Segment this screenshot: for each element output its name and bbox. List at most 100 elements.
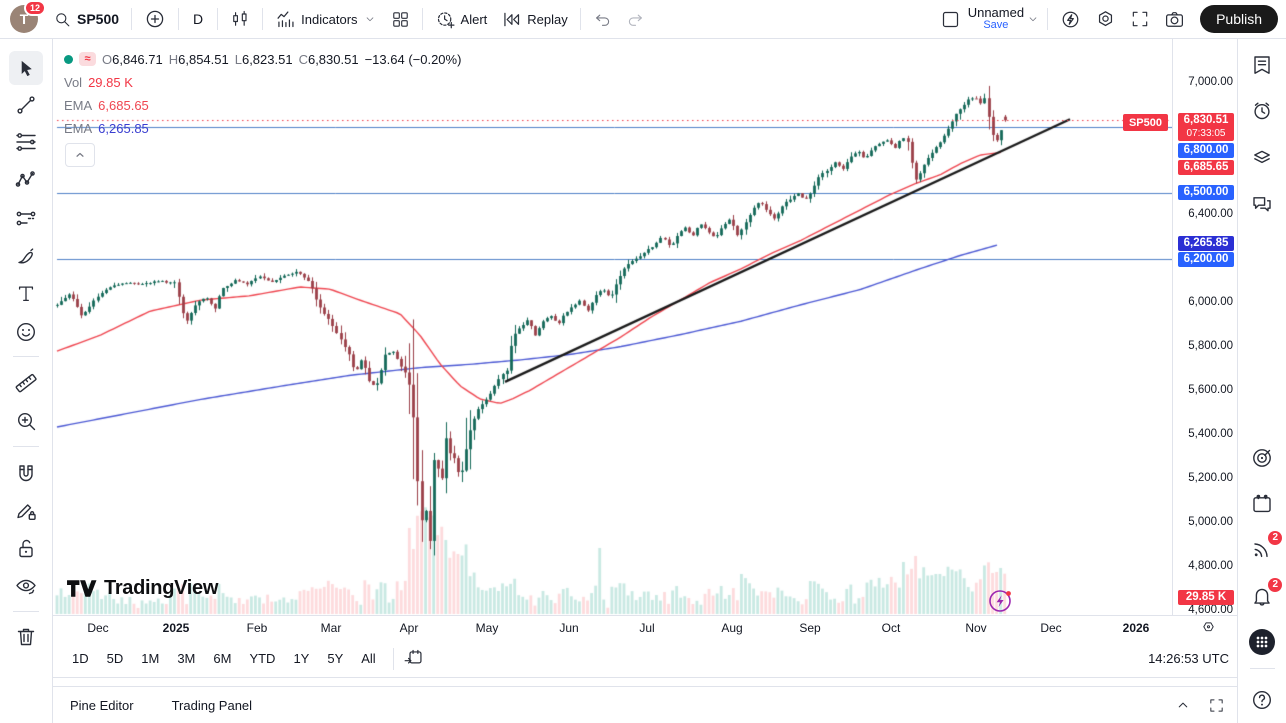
range-button-all[interactable]: All bbox=[361, 651, 376, 666]
level-6800-label[interactable]: 6,800.00 bbox=[1178, 143, 1234, 158]
tool-drawing-mode[interactable] bbox=[9, 494, 43, 528]
legend-volume-row[interactable]: Vol 29.85 K bbox=[64, 73, 461, 91]
tool-xabcd-pattern[interactable] bbox=[9, 163, 43, 197]
tool-trash[interactable] bbox=[9, 620, 43, 654]
redo-button[interactable] bbox=[619, 6, 652, 33]
snapshot-button[interactable] bbox=[1157, 5, 1192, 34]
quick-search-button[interactable] bbox=[1053, 5, 1088, 34]
sidebar-object-tree-button[interactable] bbox=[1248, 143, 1276, 171]
price-chart-canvas[interactable] bbox=[52, 39, 1172, 615]
layout-name-button[interactable]: Unnamed Save bbox=[968, 6, 1024, 32]
chat-icon bbox=[1250, 192, 1274, 216]
layout-menu-chevron[interactable] bbox=[1024, 8, 1042, 30]
sidebar-notifications-bell-button[interactable]: 2 bbox=[1248, 578, 1282, 610]
symbol-search-button[interactable]: SP500 bbox=[46, 6, 126, 33]
sidebar-chat-button[interactable] bbox=[1248, 190, 1276, 218]
alert-button[interactable]: Alert bbox=[428, 5, 495, 34]
indicator-templates-button[interactable] bbox=[384, 6, 417, 33]
chart-settings-button[interactable] bbox=[1088, 5, 1123, 34]
toolbar-divider bbox=[579, 8, 581, 30]
tool-fib-retracement[interactable] bbox=[9, 125, 43, 159]
alert-clock-icon bbox=[435, 9, 456, 30]
open-value: 6,846.71 bbox=[112, 51, 163, 67]
low-value: 6,823.51 bbox=[241, 51, 293, 67]
ema-fast-label[interactable]: 6,685.65 bbox=[1178, 160, 1234, 175]
time-label: Dec bbox=[1040, 621, 1062, 635]
ema-slow-label[interactable]: 6,265.85 bbox=[1178, 236, 1234, 251]
level-6200-label[interactable]: 6,200.00 bbox=[1178, 252, 1234, 267]
tool-projection[interactable] bbox=[9, 202, 43, 236]
chevron-down-icon bbox=[363, 12, 377, 26]
tool-text[interactable] bbox=[9, 277, 43, 311]
range-button-ytd[interactable]: YTD bbox=[249, 651, 276, 666]
go-to-date-icon[interactable] bbox=[403, 648, 424, 669]
undo-button[interactable] bbox=[586, 6, 619, 33]
tool-trend-line[interactable] bbox=[9, 88, 43, 122]
interval-button[interactable]: D bbox=[193, 11, 204, 27]
fullscreen-button[interactable] bbox=[1123, 5, 1157, 33]
symbol-axis-tag[interactable]: SP500 bbox=[1122, 114, 1168, 131]
toolbar-divider bbox=[131, 8, 133, 30]
replay-icon bbox=[501, 9, 522, 30]
clock-utc[interactable]: 14:26:53 UTC bbox=[1148, 651, 1229, 666]
range-button-5d[interactable]: 5D bbox=[106, 651, 124, 666]
instant-actions-bolt-icon[interactable] bbox=[987, 587, 1015, 615]
notifications-bell-icon bbox=[1250, 584, 1274, 608]
sidebar-apps-grid-button[interactable] bbox=[1248, 628, 1276, 656]
tool-hide-drawings[interactable] bbox=[9, 569, 43, 603]
compare-add-button[interactable] bbox=[137, 4, 173, 34]
tool-ruler[interactable] bbox=[9, 366, 43, 400]
sidebar-alerts-clock-button[interactable] bbox=[1248, 97, 1276, 125]
legend-ema-slow-row[interactable]: EMA 6,265.85 bbox=[64, 119, 461, 137]
chart-style-button[interactable] bbox=[223, 5, 257, 33]
alerts-clock-icon bbox=[1250, 99, 1274, 123]
publish-button[interactable]: Publish bbox=[1200, 5, 1278, 33]
save-link[interactable]: Save bbox=[983, 19, 1009, 31]
sidebar-economic-calendar-button[interactable] bbox=[1248, 490, 1276, 518]
approximation-icon: ≈ bbox=[79, 52, 96, 66]
indicators-button[interactable]: Indicators bbox=[268, 5, 383, 34]
range-button-1m[interactable]: 1M bbox=[141, 651, 160, 666]
tool-zoom-in[interactable] bbox=[9, 404, 43, 438]
last-price-label[interactable]: 6,830.51 07:33:05 bbox=[1178, 113, 1234, 141]
sidebar-help-button[interactable] bbox=[1248, 686, 1276, 714]
legend-ohlc-row[interactable]: ≈ O6,846.71 H6,854.51 L6,823.51 C6,830.5… bbox=[64, 50, 461, 68]
layout-square-icon bbox=[940, 9, 961, 30]
replay-button[interactable]: Replay bbox=[494, 5, 574, 34]
sidebar-streams-button[interactable]: 2 bbox=[1248, 531, 1282, 563]
panel-maximize-icon[interactable] bbox=[1208, 697, 1225, 714]
layout-select-button[interactable] bbox=[933, 5, 968, 34]
legend-collapse-button[interactable] bbox=[65, 143, 95, 167]
tab-pine-editor[interactable]: Pine Editor bbox=[70, 697, 134, 713]
time-label: May bbox=[475, 621, 499, 635]
range-button-1y[interactable]: 1Y bbox=[293, 651, 310, 666]
range-button-3m[interactable]: 3M bbox=[177, 651, 196, 666]
tool-magnet[interactable] bbox=[9, 456, 43, 490]
object-tree-icon bbox=[1250, 145, 1274, 169]
user-avatar[interactable]: T 12 bbox=[10, 0, 46, 33]
change-value: −13.64 (−0.20%) bbox=[364, 51, 462, 67]
sidebar-screener-radar-button[interactable] bbox=[1248, 444, 1276, 472]
price-tick: 5,000.00 bbox=[1188, 516, 1233, 528]
tool-brush[interactable] bbox=[9, 240, 43, 274]
range-button-5y[interactable]: 5Y bbox=[327, 651, 344, 666]
tool-emoji[interactable] bbox=[9, 315, 43, 349]
level-6500-label[interactable]: 6,500.00 bbox=[1178, 185, 1234, 200]
panel-expand-chevron-icon[interactable] bbox=[1174, 696, 1192, 714]
tradingview-logo[interactable]: TradingView bbox=[66, 577, 218, 600]
close-value: 6,830.51 bbox=[307, 51, 359, 67]
chart-pane[interactable]: ≈ O6,846.71 H6,854.51 L6,823.51 C6,830.5… bbox=[52, 39, 1172, 615]
sidebar-watchlist-button[interactable] bbox=[1248, 51, 1276, 79]
axis-settings-icon[interactable] bbox=[1200, 619, 1220, 639]
range-button-6m[interactable]: 6M bbox=[213, 651, 232, 666]
price-axis[interactable]: 7,000.00 6,400.00 6,000.00 5,800.00 5,600.00… bbox=[1172, 39, 1238, 616]
cursor-icon bbox=[15, 57, 38, 80]
tool-lock[interactable] bbox=[9, 532, 43, 566]
streams-badge: 2 bbox=[1268, 531, 1282, 545]
volume-label[interactable]: 29.85 K bbox=[1178, 590, 1234, 605]
legend-ema-fast-row[interactable]: EMA 6,685.65 bbox=[64, 96, 461, 114]
time-axis[interactable]: Dec 2025 Feb Mar Apr May Jun Jul Aug Sep Oct Nov Dec… bbox=[52, 615, 1237, 641]
tool-cursor[interactable] bbox=[9, 51, 43, 85]
range-button-1d[interactable]: 1D bbox=[72, 651, 89, 666]
tab-trading-panel[interactable]: Trading Panel bbox=[171, 697, 253, 713]
